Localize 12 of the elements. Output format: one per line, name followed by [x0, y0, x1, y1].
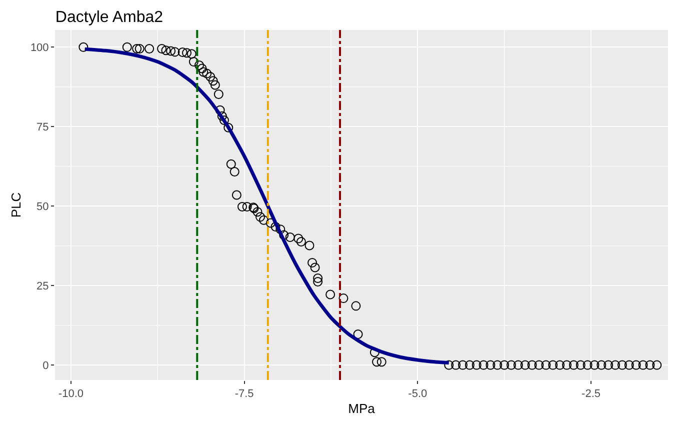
- y-tick-label: 0: [42, 360, 49, 372]
- x-tick-label: -5.0: [408, 388, 428, 400]
- x-axis-title: MPa: [348, 400, 376, 416]
- y-tick-label: 50: [36, 200, 49, 213]
- y-tick-label: 75: [36, 121, 49, 134]
- chart-title: Dactyle Amba2: [55, 8, 164, 26]
- y-axis-title: PLC: [8, 192, 24, 218]
- y-tick-label: 100: [30, 42, 49, 54]
- x-tick-label: -2.5: [582, 388, 601, 400]
- x-tick-label: -10.0: [58, 388, 84, 400]
- y-tick-label: 25: [36, 280, 49, 292]
- x-tick-label: -7.5: [234, 388, 254, 400]
